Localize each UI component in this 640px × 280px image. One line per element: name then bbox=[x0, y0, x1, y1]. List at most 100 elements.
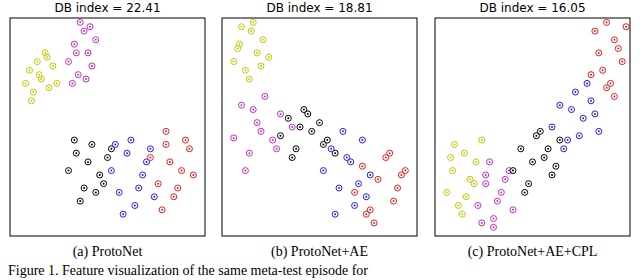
point-ring bbox=[89, 141, 95, 147]
point-dot bbox=[563, 148, 565, 150]
point-dot bbox=[38, 74, 40, 76]
point-dot bbox=[485, 183, 487, 185]
point-dot bbox=[528, 183, 530, 185]
point bbox=[452, 141, 458, 147]
point-dot bbox=[539, 130, 541, 132]
point-ring bbox=[483, 172, 489, 178]
point bbox=[549, 172, 555, 178]
point-dot bbox=[322, 143, 324, 145]
point bbox=[367, 172, 373, 178]
point-dot bbox=[330, 148, 332, 150]
point-dot bbox=[122, 213, 124, 215]
point-ring bbox=[254, 50, 260, 56]
plot-frame bbox=[222, 18, 417, 236]
point-dot bbox=[91, 65, 93, 67]
point bbox=[596, 50, 602, 56]
point-dot bbox=[146, 161, 148, 163]
point-dot bbox=[319, 122, 321, 124]
point bbox=[124, 150, 130, 156]
point-dot bbox=[73, 139, 75, 141]
point bbox=[278, 133, 284, 139]
point bbox=[147, 146, 153, 152]
point bbox=[87, 24, 93, 30]
point bbox=[44, 54, 50, 60]
point-dot bbox=[485, 174, 487, 176]
point-dot bbox=[149, 157, 151, 159]
point-ring bbox=[619, 59, 625, 65]
point-dot bbox=[385, 157, 387, 159]
point bbox=[363, 211, 369, 217]
point bbox=[81, 28, 87, 34]
point bbox=[479, 137, 485, 143]
point-ring bbox=[475, 202, 481, 208]
point-ring bbox=[309, 128, 315, 134]
point bbox=[36, 72, 42, 78]
point-ring bbox=[147, 146, 153, 152]
point bbox=[588, 72, 594, 78]
point-dot bbox=[68, 61, 70, 63]
point-dot bbox=[625, 26, 627, 28]
point-ring bbox=[510, 168, 516, 174]
point-ring bbox=[231, 59, 237, 65]
point bbox=[75, 72, 81, 78]
point-ring bbox=[305, 111, 311, 117]
point-ring bbox=[549, 172, 555, 178]
point-ring bbox=[155, 181, 161, 187]
point-dot bbox=[250, 30, 252, 32]
point bbox=[151, 194, 157, 200]
point bbox=[461, 150, 467, 156]
point-ring bbox=[348, 159, 354, 165]
point-ring bbox=[320, 141, 326, 147]
point-ring bbox=[36, 72, 42, 78]
point-dot bbox=[192, 174, 194, 176]
point-dot bbox=[241, 104, 243, 106]
point bbox=[77, 198, 83, 204]
point-dot bbox=[354, 191, 356, 193]
plot-frame bbox=[10, 18, 205, 236]
point bbox=[77, 19, 83, 25]
point-dot bbox=[369, 209, 371, 211]
point-ring bbox=[278, 111, 284, 117]
point bbox=[557, 102, 563, 108]
point-ring bbox=[479, 137, 485, 143]
point-ring bbox=[611, 93, 617, 99]
point-ring bbox=[258, 128, 264, 134]
point-ring bbox=[580, 115, 586, 121]
point-ring bbox=[604, 19, 610, 25]
point-ring bbox=[483, 181, 489, 187]
point-dot bbox=[268, 56, 270, 58]
point-ring bbox=[27, 67, 33, 73]
point-ring bbox=[395, 185, 401, 191]
point-dot bbox=[110, 170, 112, 172]
point-dot bbox=[393, 200, 395, 202]
point-dot bbox=[617, 48, 619, 50]
point-ring bbox=[494, 198, 500, 204]
point bbox=[332, 211, 338, 217]
point-dot bbox=[400, 174, 402, 176]
point bbox=[348, 159, 354, 165]
point-ring bbox=[545, 146, 551, 152]
point-dot bbox=[311, 130, 313, 132]
point-ring bbox=[526, 181, 532, 187]
point bbox=[71, 41, 77, 47]
point bbox=[73, 150, 79, 156]
point-dot bbox=[489, 161, 491, 163]
point-dot bbox=[606, 87, 608, 89]
point bbox=[491, 224, 497, 230]
point bbox=[494, 198, 500, 204]
point bbox=[248, 28, 254, 34]
point-dot bbox=[244, 69, 246, 71]
point-ring bbox=[77, 19, 83, 25]
point bbox=[444, 189, 450, 195]
point-dot bbox=[598, 52, 600, 54]
point-dot bbox=[256, 52, 258, 54]
point bbox=[572, 89, 578, 95]
point-dot bbox=[142, 174, 144, 176]
point bbox=[359, 137, 365, 143]
point-ring bbox=[186, 146, 192, 152]
point bbox=[297, 124, 303, 130]
point bbox=[250, 107, 256, 113]
point-dot bbox=[262, 39, 264, 41]
point-ring bbox=[461, 150, 467, 156]
point-dot bbox=[594, 30, 596, 32]
